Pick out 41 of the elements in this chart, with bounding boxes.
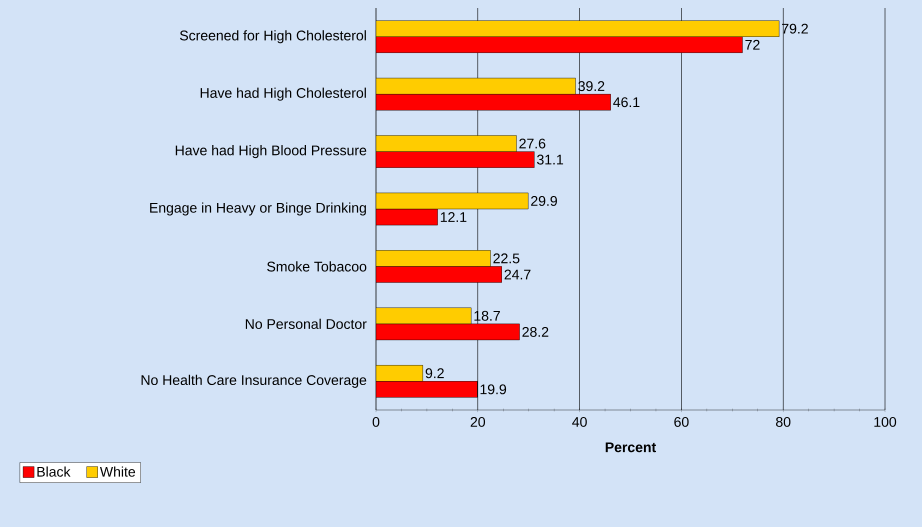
legend-label: Black <box>37 466 71 477</box>
data-label: 9.2 <box>426 368 444 378</box>
data-label: 28.2 <box>522 326 548 337</box>
data-label: 31.1 <box>537 154 564 165</box>
data-label: 46.1 <box>613 97 640 108</box>
y-tick-label: No Health Care Insurance Coverage <box>142 374 366 388</box>
bar <box>376 78 576 94</box>
x-tick-label: 80 <box>776 416 790 427</box>
x-axis-title: Percent <box>606 442 656 452</box>
bar <box>376 308 472 324</box>
y-tick-label: Have had High Blood Pressure <box>176 145 366 158</box>
bar <box>376 135 517 152</box>
y-tick-label: No Personal Doctor <box>246 318 367 330</box>
bar <box>376 151 534 168</box>
y-tick-label: Engage in Heavy or Binge Drinking <box>150 202 366 216</box>
x-tick-label: 60 <box>674 416 689 427</box>
bar <box>376 250 491 267</box>
x-tick-label: 40 <box>572 416 587 427</box>
x-tick-label: 20 <box>470 416 486 427</box>
data-label: 22.5 <box>493 253 520 264</box>
x-tick-label: 100 <box>874 416 896 427</box>
bar <box>376 266 502 283</box>
data-label: 24.7 <box>504 270 530 280</box>
data-label: 29.9 <box>531 196 557 206</box>
bar <box>376 20 780 37</box>
data-label: 12.1 <box>440 212 466 222</box>
y-tick-label: Have had High Cholesterol <box>200 88 366 101</box>
bar <box>376 208 438 226</box>
bar <box>376 36 743 53</box>
bar <box>376 192 528 210</box>
legend-label: White <box>100 466 136 477</box>
bar <box>376 365 424 382</box>
y-tick-label: Smoke Tobacoo <box>267 261 366 272</box>
y-tick-label: Screened for High Cholesterol <box>180 30 366 44</box>
x-tick-label: 0 <box>372 416 380 427</box>
bar <box>376 381 478 398</box>
data-label: 19.9 <box>480 384 506 394</box>
data-label: 72 <box>745 40 760 50</box>
bar <box>376 94 611 110</box>
data-label: 27.6 <box>519 138 546 148</box>
bar <box>376 324 520 340</box>
